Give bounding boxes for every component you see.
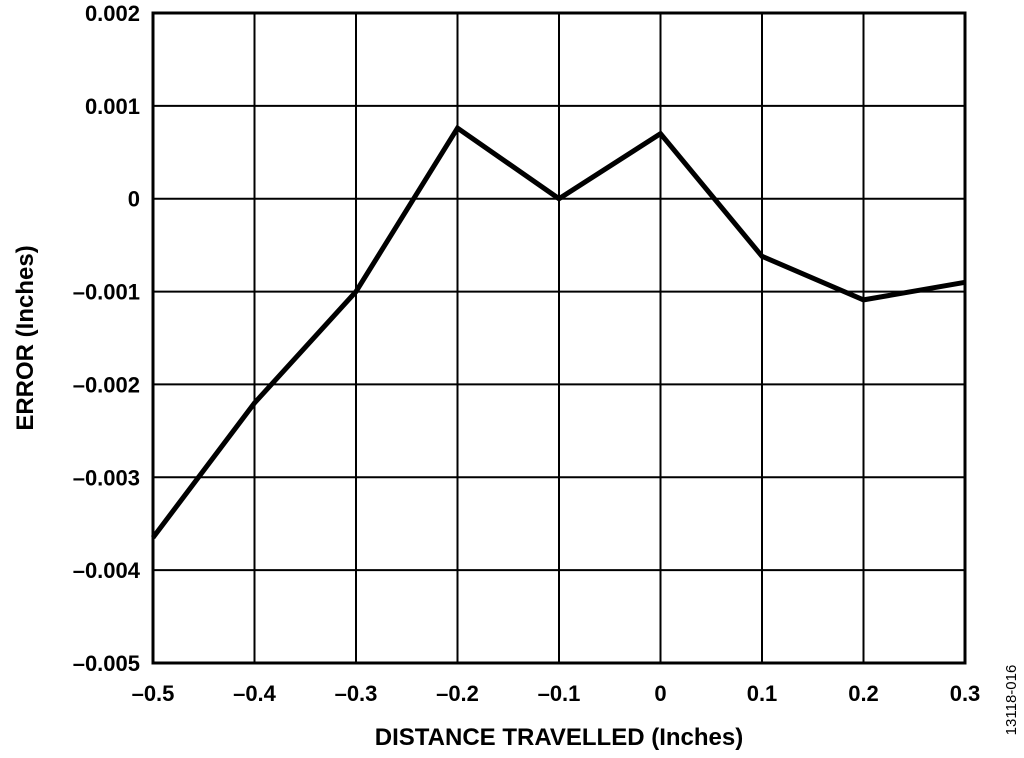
x-tick-label: 0.2 — [848, 681, 879, 706]
y-tick-label: –0.002 — [73, 372, 140, 397]
x-tick-label: –0.4 — [233, 681, 277, 706]
y-axis-title: ERROR (Inches) — [12, 245, 39, 430]
x-tick-label: –0.3 — [335, 681, 378, 706]
y-tick-label: 0.002 — [85, 1, 140, 26]
x-axis-title: DISTANCE TRAVELLED (Inches) — [375, 724, 743, 751]
y-tick-label: –0.005 — [73, 651, 140, 676]
y-tick-label: 0 — [128, 187, 140, 212]
plot-frame — [151, 11, 967, 665]
x-tick-label: –0.1 — [538, 681, 581, 706]
x-tick-label: –0.5 — [132, 681, 175, 706]
y-tick-label: 0.001 — [85, 94, 140, 119]
y-tick-label: –0.004 — [73, 558, 141, 583]
x-tick-labels: –0.5 –0.4 –0.3 –0.2 –0.1 0 0.1 0.2 0.3 — [132, 681, 981, 706]
y-tick-labels: 0.002 0.001 0 –0.001 –0.002 –0.003 –0.004 –0.00… — [73, 1, 141, 676]
series-group — [151, 124, 966, 540]
x-tick-label: –0.2 — [436, 681, 479, 706]
figure-id: 13118-016 — [1003, 665, 1020, 736]
y-tick-label: –0.001 — [73, 280, 140, 305]
x-tick-label: 0.1 — [747, 681, 778, 706]
series-line — [151, 124, 966, 540]
x-tick-label: 0 — [654, 681, 666, 706]
grid — [152, 12, 966, 664]
x-tick-label: 0.3 — [950, 681, 981, 706]
y-tick-label: –0.003 — [73, 465, 140, 490]
